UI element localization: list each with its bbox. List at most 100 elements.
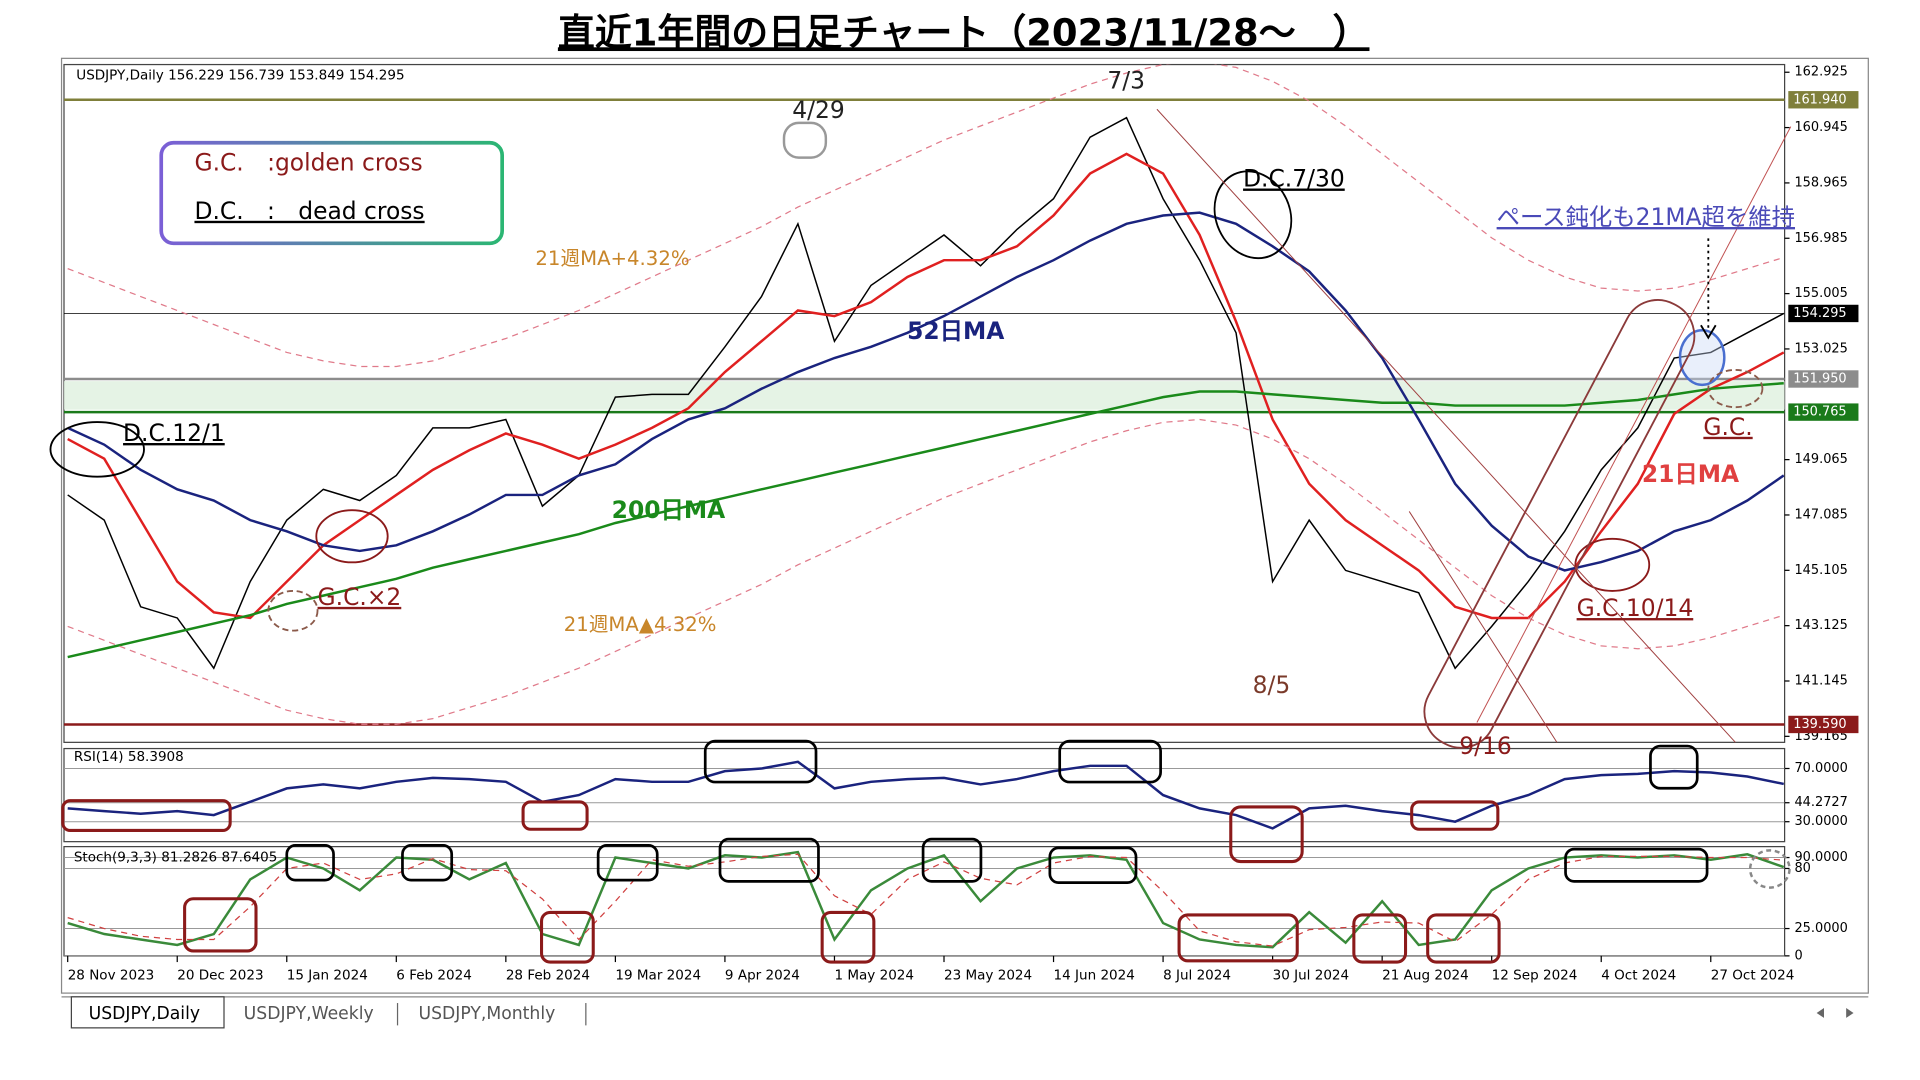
legend-text: G.C. :golden cross	[194, 148, 422, 176]
y-tick-label: 70.0000	[1794, 761, 1847, 776]
y-tick-label: 155.005	[1794, 286, 1847, 301]
frame	[60, 57, 1869, 994]
series-label: 21週MA▲4.32%	[564, 613, 717, 636]
y-tick-label: 156.985	[1794, 231, 1847, 246]
x-tick-label: 28 Nov 2023	[68, 967, 155, 983]
x-tick-label: 30 Jul 2024	[1273, 967, 1350, 983]
series-line	[67, 760, 1784, 830]
annotation: 9/16	[1459, 732, 1511, 760]
marking	[1410, 800, 1500, 831]
scroll-left[interactable]	[1816, 1008, 1824, 1018]
annotation: G.C.10/14	[1577, 594, 1694, 622]
y-tick-label: 25.0000	[1794, 921, 1847, 936]
marking	[1048, 846, 1138, 884]
marking	[1229, 805, 1304, 864]
annotation: D.C.7/30	[1243, 164, 1345, 192]
price-plot	[64, 64, 1785, 726]
series-label: 21日MA	[1642, 460, 1740, 488]
marking	[703, 739, 818, 784]
x-tick-label: 9 Apr 2024	[725, 967, 800, 983]
page-title: 直近1年間の日足チャート（2023/11/28～ ）	[558, 11, 1370, 54]
series-line	[67, 853, 1784, 947]
y-tick-label: 80	[1794, 861, 1810, 876]
series-line	[67, 211, 1785, 572]
marking	[1748, 849, 1791, 889]
level-label-box	[1788, 715, 1859, 734]
x-tick-label: 21 Aug 2024	[1382, 967, 1469, 983]
trend-line	[1476, 126, 1792, 723]
x-tick-label: 20 Dec 2023	[177, 967, 263, 983]
y-tick-label: 149.065	[1794, 452, 1847, 467]
tab[interactable]: USDJPY,Weekly	[244, 1004, 374, 1024]
price-header: USDJPY,Daily 156.229 156.739 153.849 154…	[76, 67, 404, 83]
marking	[1649, 744, 1699, 790]
x-tick-label: 6 Feb 2024	[396, 967, 472, 983]
x-tick-label: 19 Mar 2024	[615, 967, 701, 983]
level-label-box	[1788, 370, 1859, 388]
marking	[596, 844, 659, 882]
marking	[782, 121, 828, 159]
annotation: G.C.×2	[318, 583, 402, 611]
annotation: ペース鈍化も21MA超を維持	[1497, 203, 1795, 231]
marking	[1352, 913, 1408, 964]
legend-text: D.C. : dead cross	[194, 197, 424, 225]
y-tick-label: 90.0000	[1794, 850, 1847, 865]
legend-box	[159, 140, 505, 246]
marking	[401, 844, 454, 882]
y-tick-label: 153.025	[1794, 341, 1847, 356]
series-line	[67, 381, 1784, 659]
marking	[1177, 913, 1299, 963]
tab-active[interactable]	[70, 996, 225, 1029]
trend-line	[1408, 511, 1558, 743]
series-label: 21週MA+4.32%	[535, 247, 689, 270]
level-label: 151.950	[1793, 371, 1846, 386]
tab[interactable]: USDJPY,Daily	[89, 1004, 200, 1024]
marking	[1426, 913, 1501, 964]
series-line	[67, 418, 1784, 725]
y-tick-label: 158.965	[1794, 175, 1847, 190]
axes: 139.165141.145143.125145.105147.085149.0…	[67, 65, 1859, 983]
y-tick-label: 160.945	[1794, 120, 1847, 135]
y-tick-label: 147.085	[1794, 507, 1847, 522]
scroll-right[interactable]	[1846, 1008, 1854, 1018]
arrow-head	[1700, 324, 1717, 340]
x-tick-label: 14 Jun 2024	[1054, 967, 1135, 983]
annotation: D.C.12/1	[123, 419, 225, 447]
x-tick-label: 23 May 2024	[944, 967, 1032, 983]
marking	[1213, 170, 1293, 260]
marking	[540, 910, 595, 964]
x-tick-label: 28 Feb 2024	[506, 967, 590, 983]
annotations: 4/29 7/3 D.C.7/30 ペース鈍化も21MA超を維持 D.C.12/…	[123, 66, 1795, 759]
level-label: 139.590	[1793, 717, 1846, 732]
level-label-box	[1788, 304, 1859, 323]
marking	[267, 589, 319, 632]
marking	[820, 910, 876, 964]
x-tick-label: 27 Oct 2024	[1711, 967, 1795, 983]
y-tick-label: 143.125	[1794, 618, 1847, 633]
marking	[1678, 328, 1726, 387]
marking	[285, 844, 335, 882]
annotation: 8/5	[1253, 671, 1291, 699]
y-tick-label: 141.145	[1794, 673, 1847, 688]
annotation: G.C.	[1703, 413, 1752, 441]
marking	[921, 837, 983, 883]
x-tick-label: 8 Jul 2024	[1163, 967, 1231, 983]
x-tick-label: 1 May 2024	[834, 967, 914, 983]
marking	[183, 897, 258, 953]
markings	[49, 108, 1792, 964]
stoch-header: Stoch(9,3,3) 81.2826 87.6405	[74, 849, 278, 865]
rsi-header: RSI(14) 58.3908	[74, 749, 184, 765]
marking	[521, 800, 589, 831]
level-label-box	[1788, 91, 1859, 109]
level-label: 161.940	[1793, 92, 1846, 107]
level-label-box	[1788, 403, 1859, 421]
tab[interactable]: USDJPY,Monthly	[418, 1004, 555, 1024]
annotation: 4/29	[792, 96, 844, 124]
marking	[718, 837, 820, 883]
level-label: 150.765	[1793, 405, 1846, 420]
x-tick-label: 15 Jan 2024	[287, 967, 368, 983]
series-label: 200日MA	[612, 496, 726, 524]
y-tick-label: 145.105	[1794, 563, 1847, 578]
